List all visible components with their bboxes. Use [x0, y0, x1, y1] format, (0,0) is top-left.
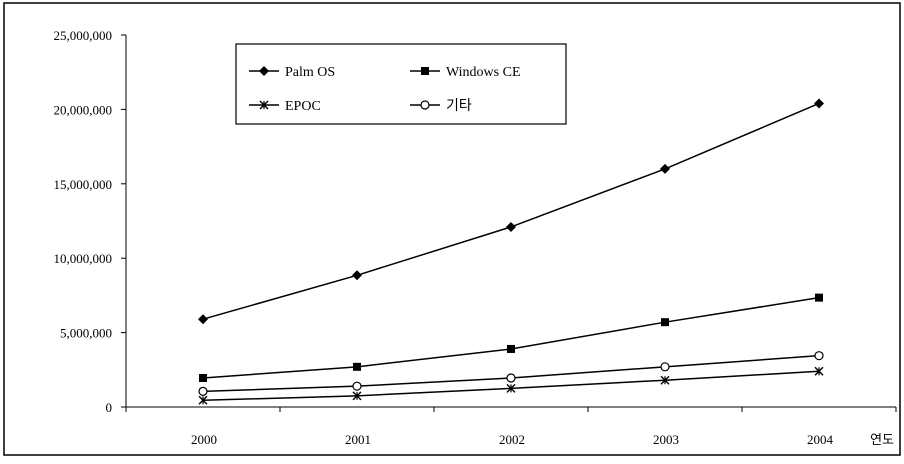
- x-tick-label: 2002: [499, 432, 525, 447]
- axes: 0 5,000,000 10,000,000 15,000,000 20,000,000…: [54, 28, 897, 447]
- series-layer: [198, 98, 824, 405]
- x-tick-label: 2003: [653, 432, 679, 447]
- legend-label: Palm OS: [285, 65, 335, 80]
- marker-shape: [199, 373, 207, 382]
- data-point: [199, 373, 207, 382]
- legend-marker: [421, 67, 429, 75]
- x-tick-label: 2004: [807, 432, 834, 447]
- data-point: [660, 375, 670, 385]
- legend-entry: 기타: [410, 98, 472, 114]
- marker-shape: [660, 163, 670, 174]
- marker-shape: [352, 381, 362, 391]
- legend-entry: Windows CE: [410, 65, 521, 80]
- marker-shape: [352, 270, 362, 281]
- marker-shape: [814, 351, 824, 361]
- marker-shape: [198, 314, 208, 325]
- y-tick-label: 15,000,000: [54, 177, 113, 192]
- y-tick-label: 0: [106, 400, 113, 415]
- legend-entry: Palm OS: [249, 65, 335, 80]
- data-point: [198, 386, 208, 396]
- data-point: [661, 318, 669, 327]
- marker-shape: [660, 362, 670, 372]
- x-tick-label: 2000: [191, 432, 217, 447]
- data-point: [506, 383, 516, 393]
- data-point: [506, 221, 516, 232]
- data-point: [198, 395, 208, 405]
- marker-shape: [506, 221, 516, 232]
- y-tick-label: 5,000,000: [60, 326, 112, 341]
- data-point: [352, 270, 362, 281]
- legend-label: 기타: [446, 98, 472, 114]
- data-point: [506, 373, 516, 383]
- legend-label: EPOC: [285, 99, 321, 114]
- series-3: [198, 351, 824, 396]
- data-point: [353, 362, 361, 371]
- data-point: [815, 293, 823, 302]
- data-point: [814, 98, 824, 109]
- legend-entry: EPOC: [249, 99, 321, 114]
- x-axis-unit-label: 연도: [870, 432, 894, 447]
- y-tick-label: 25,000,000: [54, 28, 113, 43]
- data-point: [507, 344, 515, 353]
- legend-marker: [420, 100, 430, 110]
- marker-shape: [420, 100, 430, 110]
- data-point: [352, 391, 362, 401]
- legend-marker: [259, 66, 269, 76]
- marker-shape: [815, 293, 823, 302]
- legend-label: Windows CE: [446, 65, 521, 80]
- series-1: [199, 293, 823, 382]
- series-2: [198, 366, 824, 405]
- marker-shape: [198, 386, 208, 396]
- data-point: [660, 163, 670, 174]
- series-0: [198, 98, 824, 325]
- marker-shape: [259, 66, 269, 76]
- marker-shape: [814, 98, 824, 109]
- marker-shape: [661, 318, 669, 327]
- data-point: [198, 314, 208, 325]
- legend-marker: [259, 100, 269, 110]
- legend-box: [235, 43, 567, 125]
- data-point: [352, 381, 362, 391]
- y-tick-label: 10,000,000: [54, 251, 113, 266]
- marker-shape: [507, 344, 515, 353]
- data-point: [814, 351, 824, 361]
- legend: Palm OS Windows CE EPOC 기타: [235, 43, 567, 125]
- y-tick-label: 20,000,000: [54, 102, 113, 117]
- marker-shape: [506, 373, 516, 383]
- marker-shape: [353, 362, 361, 371]
- x-tick-label: 2001: [345, 432, 371, 447]
- data-point: [814, 366, 824, 376]
- marker-shape: [421, 67, 429, 75]
- data-point: [660, 362, 670, 372]
